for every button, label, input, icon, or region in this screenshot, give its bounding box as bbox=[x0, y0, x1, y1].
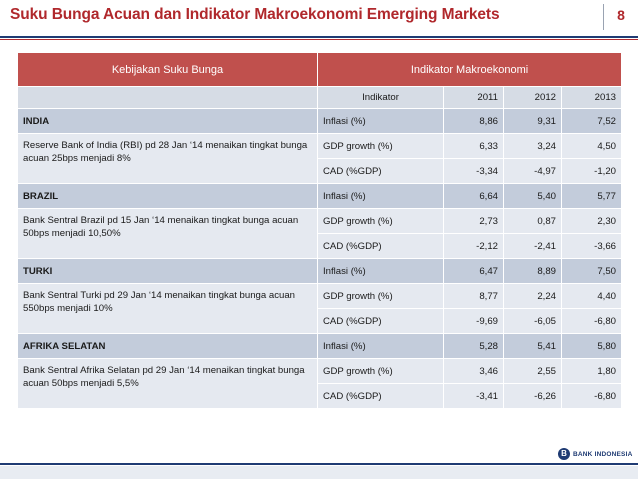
table-row: AFRIKA SELATAN Inflasi (%) 5,28 5,41 5,8… bbox=[17, 333, 623, 359]
indicator-label: CAD (%GDP) bbox=[317, 233, 444, 259]
subheader-2012: 2012 bbox=[503, 86, 562, 109]
indicator-label: GDP growth (%) bbox=[317, 283, 444, 309]
bank-indonesia-emblem-icon: B bbox=[558, 448, 570, 460]
subheader-blank bbox=[17, 86, 318, 109]
title-separator bbox=[603, 4, 604, 30]
page-number: 8 bbox=[617, 7, 625, 23]
indicator-label: Inflasi (%) bbox=[317, 183, 444, 209]
country-name: AFRIKA SELATAN bbox=[17, 333, 318, 359]
table-row: CAD (%GDP) -9,69 -6,05 -6,80 bbox=[18, 308, 623, 334]
table-row: TURKI Inflasi (%) 6,47 8,89 7,50 bbox=[17, 258, 623, 284]
value-2011: 2,73 bbox=[443, 208, 504, 234]
value-2011: 3,46 bbox=[443, 358, 504, 384]
value-2011: 6,64 bbox=[443, 183, 504, 209]
table-header-row: Kebijakan Suku Bunga Indikator Makroekon… bbox=[17, 52, 623, 87]
value-2012: 8,89 bbox=[503, 258, 562, 284]
value-2012: 2,24 bbox=[503, 283, 562, 309]
value-2013: 4,50 bbox=[560, 133, 623, 159]
country-name: BRAZIL bbox=[17, 183, 318, 209]
value-2012: -6,26 bbox=[503, 383, 562, 409]
value-2011: 6,47 bbox=[443, 258, 504, 284]
country-name: TURKI bbox=[17, 258, 318, 284]
header-indicators: Indikator Makroekonomi bbox=[316, 52, 623, 87]
policy-description: Bank Sentral Brazil pd 15 Jan ‘14 menaik… bbox=[17, 208, 318, 259]
table-row: CAD (%GDP) -2,12 -2,41 -3,66 bbox=[18, 233, 623, 259]
subheader-2011: 2011 bbox=[443, 86, 504, 109]
value-2012: 2,55 bbox=[503, 358, 562, 384]
table-row: INDIA Inflasi (%) 8,86 9,31 7,52 bbox=[17, 108, 623, 134]
indicator-label: GDP growth (%) bbox=[317, 358, 444, 384]
policy-description: Bank Sentral Turki pd 29 Jan ‘14 menaika… bbox=[17, 283, 318, 334]
value-2013: 7,52 bbox=[560, 108, 623, 134]
value-2012: 5,40 bbox=[503, 183, 562, 209]
value-2012: 5,41 bbox=[503, 333, 562, 359]
value-2012: -4,97 bbox=[503, 158, 562, 184]
bank-indonesia-logo: B BANK INDONESIA bbox=[558, 447, 633, 461]
value-2013: -3,66 bbox=[560, 233, 623, 259]
value-2013: 2,30 bbox=[560, 208, 623, 234]
table-subheader-row: Indikator 2011 2012 2013 bbox=[17, 86, 623, 109]
value-2012: -2,41 bbox=[503, 233, 562, 259]
value-2012: -6,05 bbox=[503, 308, 562, 334]
table-row: Reserve Bank of India (RBI) pd 28 Jan ‘1… bbox=[17, 133, 623, 184]
indicator-label: Inflasi (%) bbox=[317, 258, 444, 284]
indicator-label: GDP growth (%) bbox=[317, 133, 444, 159]
indicator-label: Inflasi (%) bbox=[317, 333, 444, 359]
interest-rate-table: Kebijakan Suku Bunga Indikator Makroekon… bbox=[17, 52, 623, 409]
footer-rule bbox=[0, 463, 638, 465]
value-2011: -2,12 bbox=[443, 233, 504, 259]
header-rule bbox=[0, 36, 638, 38]
policy-description: Reserve Bank of India (RBI) pd 28 Jan ‘1… bbox=[17, 133, 318, 184]
table-row: Bank Sentral Afrika Selatan pd 29 Jan ‘1… bbox=[17, 358, 623, 409]
value-2012: 0,87 bbox=[503, 208, 562, 234]
value-2013: -6,80 bbox=[560, 383, 623, 409]
policy-description: Bank Sentral Afrika Selatan pd 29 Jan ‘1… bbox=[17, 358, 318, 409]
value-2011: -9,69 bbox=[443, 308, 504, 334]
subheader-indicator: Indikator bbox=[317, 86, 444, 109]
value-2013: 1,80 bbox=[560, 358, 623, 384]
footer-band bbox=[0, 466, 638, 479]
indicator-label: CAD (%GDP) bbox=[317, 383, 444, 409]
value-2011: 6,33 bbox=[443, 133, 504, 159]
value-2011: 5,28 bbox=[443, 333, 504, 359]
table-row: CAD (%GDP) -3,41 -6,26 -6,80 bbox=[18, 383, 623, 409]
country-name: INDIA bbox=[17, 108, 318, 134]
indicator-label: Inflasi (%) bbox=[317, 108, 444, 134]
value-2011: 8,86 bbox=[443, 108, 504, 134]
value-2012: 9,31 bbox=[503, 108, 562, 134]
value-2013: 5,77 bbox=[560, 183, 623, 209]
value-2011: -3,41 bbox=[443, 383, 504, 409]
logo-text: BANK INDONESIA bbox=[573, 450, 633, 458]
indicator-label: GDP growth (%) bbox=[317, 208, 444, 234]
value-2013: 5,80 bbox=[560, 333, 623, 359]
value-2011: 8,77 bbox=[443, 283, 504, 309]
table-row: CAD (%GDP) -3,34 -4,97 -1,20 bbox=[18, 158, 623, 184]
value-2013: -6,80 bbox=[560, 308, 623, 334]
table-row: Bank Sentral Turki pd 29 Jan ‘14 menaika… bbox=[17, 283, 623, 334]
indicator-label: CAD (%GDP) bbox=[317, 158, 444, 184]
value-2013: 4,40 bbox=[560, 283, 623, 309]
value-2013: 7,50 bbox=[560, 258, 623, 284]
slide-title: Suku Bunga Acuan dan Indikator Makroekon… bbox=[10, 6, 500, 23]
table-row: Bank Sentral Brazil pd 15 Jan ‘14 menaik… bbox=[17, 208, 623, 259]
subheader-2013: 2013 bbox=[560, 86, 623, 109]
table-row: BRAZIL Inflasi (%) 6,64 5,40 5,77 bbox=[17, 183, 623, 209]
value-2013: -1,20 bbox=[560, 158, 623, 184]
slide-header: Suku Bunga Acuan dan Indikator Makroekon… bbox=[0, 0, 638, 36]
indicator-label: CAD (%GDP) bbox=[317, 308, 444, 334]
value-2012: 3,24 bbox=[503, 133, 562, 159]
value-2011: -3,34 bbox=[443, 158, 504, 184]
header-policy: Kebijakan Suku Bunga bbox=[17, 52, 318, 87]
header-accent-rule bbox=[0, 39, 638, 40]
